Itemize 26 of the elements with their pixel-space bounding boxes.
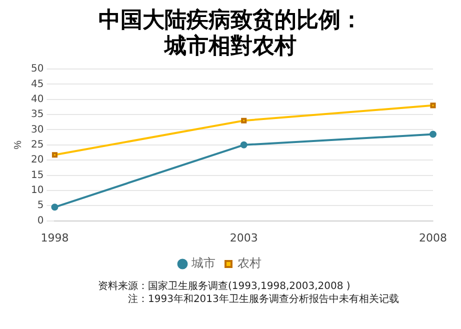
text: 注：1993年和2013年卫生服务调查分析报告中未有相关记载	[127, 293, 400, 306]
text: 资料来源：国家卫生服务调查(1993,1998,2003,2008 )	[98, 280, 352, 293]
point	[52, 152, 58, 158]
legend-label: 农村	[238, 256, 262, 270]
y-tick-label: 25	[30, 139, 44, 150]
y-tick-label: 0	[37, 215, 44, 226]
y-tick-label: 45	[30, 78, 44, 90]
y-tick-label: 5	[37, 200, 44, 212]
point	[240, 141, 248, 148]
x-tick-label: 2008	[419, 231, 447, 244]
y-tick-label: 15	[30, 170, 44, 181]
y-axis-title: %	[12, 140, 24, 150]
point	[430, 102, 436, 108]
y-tick-label: 35	[30, 109, 44, 120]
y-tick-label: 50	[30, 64, 44, 75]
point	[241, 118, 247, 124]
legend-label: 城市	[190, 256, 216, 270]
x-tick-label: 2003	[230, 231, 258, 244]
y-tick-label: 30	[30, 124, 44, 136]
point	[51, 204, 58, 211]
y-tick-label: 40	[30, 94, 44, 105]
x-tick-label: 1998	[40, 231, 69, 244]
point	[430, 130, 436, 138]
y-tick-label: 10	[30, 185, 44, 196]
chart-title: 中国大陆疾病致贫的比例：城市相對农村	[98, 8, 364, 60]
y-tick-label: 20	[30, 154, 44, 166]
